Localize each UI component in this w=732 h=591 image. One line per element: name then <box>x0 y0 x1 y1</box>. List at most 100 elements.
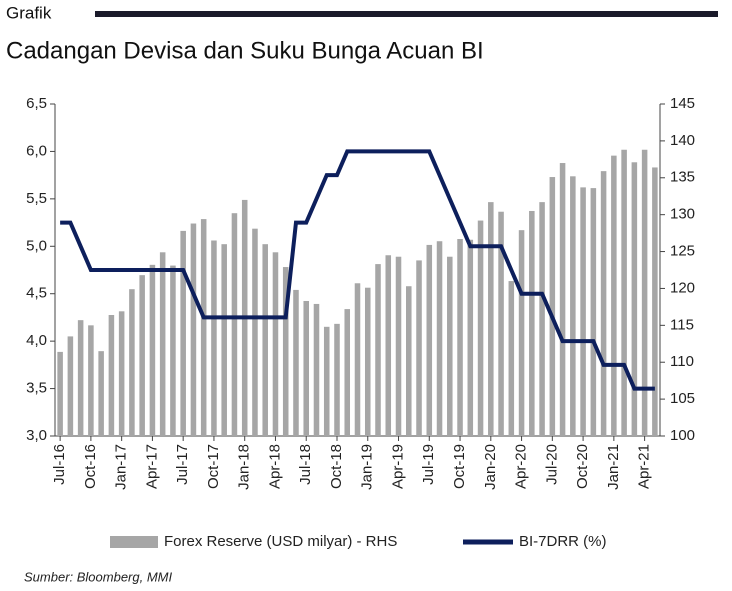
bar <box>293 289 299 436</box>
y-tick-label: 5,5 <box>26 190 47 207</box>
bar <box>354 283 361 436</box>
bar <box>303 300 309 436</box>
x-tick-label: Apr-21 <box>636 444 653 489</box>
x-tick-label: Apr-19 <box>389 444 406 489</box>
x-tick-label: Jul-19 <box>420 444 437 485</box>
y-tick-label: 4,0 <box>26 332 47 349</box>
source: Sumber: Bloomberg, MMI <box>24 569 172 584</box>
bar <box>611 155 617 436</box>
bar <box>375 264 381 436</box>
legend-swatch <box>110 536 158 548</box>
bar <box>118 311 125 436</box>
bar <box>518 230 525 436</box>
bar <box>457 239 463 436</box>
bar <box>221 244 227 436</box>
bar <box>508 281 515 436</box>
bar <box>395 256 402 436</box>
bar <box>231 213 238 436</box>
bar <box>590 188 597 436</box>
y2-tick-label: 140 <box>670 132 695 149</box>
y2-tick-label: 110 <box>670 353 694 370</box>
bar <box>323 326 330 436</box>
bar <box>77 320 84 436</box>
y2-tick-label: 135 <box>670 169 695 186</box>
bar <box>190 223 197 436</box>
x-tick-label: Jul-17 <box>174 444 191 485</box>
bar <box>600 171 607 437</box>
y2-tick-label: 100 <box>670 427 695 444</box>
bar <box>580 187 586 436</box>
x-tick-label: Oct-18 <box>328 444 345 489</box>
bar <box>57 351 63 436</box>
bar <box>498 211 504 436</box>
bar <box>559 163 566 436</box>
bar <box>416 260 422 436</box>
x-tick-label: Jul-18 <box>297 444 314 485</box>
y-tick-label: 4,5 <box>26 285 47 302</box>
bar <box>262 244 268 436</box>
bar <box>641 149 648 436</box>
bar <box>364 287 371 436</box>
bar <box>406 286 412 436</box>
bar <box>149 264 156 436</box>
x-tick-label: Oct-17 <box>205 444 222 489</box>
bar <box>67 336 74 436</box>
x-tick-label: Oct-16 <box>82 444 99 489</box>
bar <box>447 256 453 436</box>
chart-title: Cadangan Devisa dan Suku Bunga Acuan BI <box>6 37 484 64</box>
x-tick-label: Jan-20 <box>482 444 499 490</box>
bar <box>344 309 351 436</box>
line <box>60 149 655 391</box>
y2-tick-label: 105 <box>670 390 695 407</box>
y2-tick-label: 115 <box>670 316 694 333</box>
bar <box>211 240 217 436</box>
bar <box>539 202 545 436</box>
x-tick-label: Apr-20 <box>513 444 530 489</box>
x-tick-label: Jan-18 <box>236 444 253 490</box>
y-tick-label: 3,5 <box>26 380 47 397</box>
bar <box>98 351 104 436</box>
y-tick-label: 5,0 <box>26 237 47 254</box>
bar <box>200 219 207 436</box>
x-tick-label: Jan-17 <box>113 444 130 490</box>
bar <box>159 252 166 436</box>
bar <box>334 323 340 436</box>
bar <box>108 315 115 436</box>
bar <box>631 162 638 437</box>
bar <box>436 241 443 436</box>
bar <box>477 220 484 436</box>
bar <box>88 325 94 436</box>
y2-tick-label: 145 <box>670 95 695 112</box>
bar <box>385 255 392 436</box>
x-tick-label: Jul-16 <box>51 444 68 485</box>
bar <box>180 230 186 436</box>
bar <box>282 267 289 436</box>
bar <box>313 303 320 436</box>
header: Grafik <box>6 3 52 22</box>
bar <box>549 177 556 437</box>
bar <box>652 167 658 436</box>
x-tick-label: Apr-17 <box>143 444 160 489</box>
x-tick-label: Oct-19 <box>451 444 468 489</box>
legend-label: Forex Reserve (USD milyar) - RHS <box>164 533 397 550</box>
bar <box>272 252 279 436</box>
bar <box>252 228 258 436</box>
x-tick-label: Apr-18 <box>266 444 283 489</box>
bar <box>139 275 145 436</box>
y-tick-label: 6,5 <box>26 95 47 112</box>
x-tick-label: Oct-20 <box>574 444 591 489</box>
bar <box>621 149 627 436</box>
legend-label: BI-7DRR (%) <box>519 533 607 550</box>
x-tick-label: Jul-20 <box>543 444 560 485</box>
bar <box>129 289 135 436</box>
bar <box>529 210 535 436</box>
bar <box>426 244 433 436</box>
y-tick-label: 3,0 <box>26 427 47 444</box>
y2-tick-label: 125 <box>670 243 695 260</box>
y-tick-label: 6,0 <box>26 142 47 159</box>
bar <box>170 265 176 436</box>
bar <box>467 239 474 436</box>
y2-tick-label: 120 <box>670 279 695 296</box>
y2-tick-label: 130 <box>670 206 695 223</box>
